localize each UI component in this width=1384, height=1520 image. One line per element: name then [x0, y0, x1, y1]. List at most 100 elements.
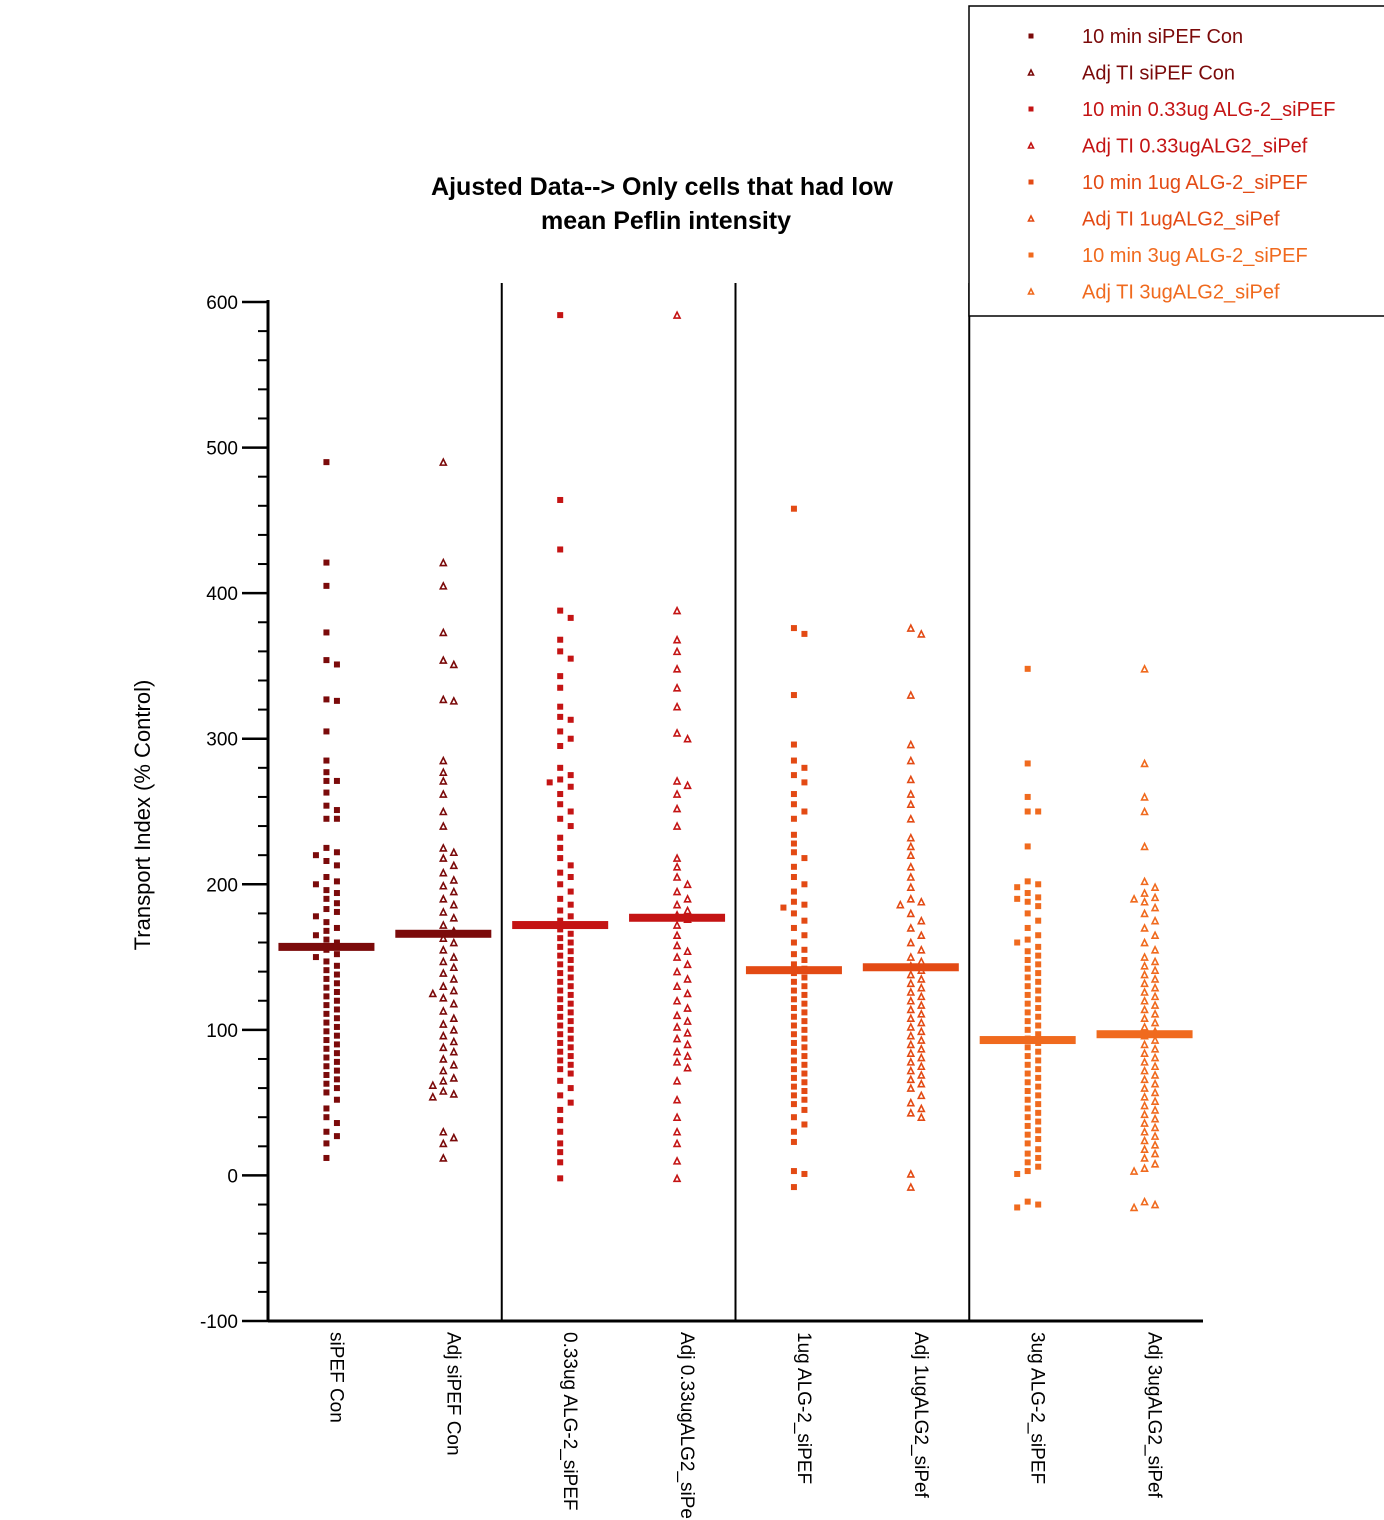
data-point [567, 913, 574, 920]
data-point [906, 987, 916, 996]
data-point [1024, 1105, 1031, 1112]
data-point [1150, 956, 1160, 966]
data-point [567, 735, 574, 742]
data-point [1024, 1114, 1031, 1121]
category-labels: siPEF Con Adj siPEF Con 0.33ug ALG-2_siPEF… [325, 1332, 1164, 1519]
data-point [906, 739, 916, 749]
data-point [790, 849, 797, 856]
data-point [906, 1039, 916, 1049]
data-point [1140, 896, 1149, 906]
data-point [449, 696, 459, 705]
data-point [790, 831, 797, 838]
category-label: Adj 3ugALG2_siPef [1144, 1332, 1165, 1499]
data-point [917, 1035, 926, 1044]
data-point [557, 684, 564, 691]
data-point [906, 1030, 916, 1040]
data-point [333, 1133, 340, 1140]
data-point [1140, 937, 1149, 947]
data-point [323, 459, 330, 466]
data-point [906, 1097, 916, 1107]
data-point [801, 1121, 808, 1128]
data-point [683, 959, 692, 969]
data-point [1150, 1199, 1160, 1209]
data-point [790, 1039, 797, 1046]
data-point [449, 1073, 459, 1082]
data-point [1035, 1118, 1042, 1125]
data-point [557, 1128, 564, 1135]
data-point [333, 997, 340, 1004]
legend-item: 10 min 3ug ALG-2_siPEF [1028, 245, 1308, 267]
data-point [683, 879, 692, 889]
y-tick-label: 100 [206, 1021, 238, 1042]
data-point [1150, 991, 1160, 1001]
data-point [790, 791, 797, 798]
data-point [449, 974, 459, 983]
data-point [557, 742, 564, 749]
data-point [1150, 1000, 1160, 1009]
legend: 10 min siPEF Con Adj TI siPEF Con 10 min 0… [968, 5, 1384, 317]
data-point [1150, 1009, 1160, 1018]
data-point [1024, 890, 1031, 897]
data-point [333, 807, 340, 814]
data-point [1035, 978, 1042, 985]
data-point [1024, 843, 1031, 850]
data-point [557, 881, 564, 888]
data-point [449, 1036, 459, 1046]
data-point [1024, 1000, 1031, 1007]
data-point [1150, 1078, 1160, 1088]
data-point [1150, 892, 1160, 902]
data-point [780, 904, 787, 911]
data-point [557, 312, 564, 319]
data-point [917, 1103, 926, 1113]
data-point [1140, 841, 1149, 851]
data-point [1035, 952, 1042, 959]
data-point [557, 970, 564, 977]
data-point [312, 954, 319, 961]
data-point [917, 915, 926, 925]
category-label: Adj 0.33ugALG2_siPe [676, 1332, 697, 1519]
data-point [672, 789, 682, 798]
data-point [333, 849, 340, 856]
data-point [557, 1048, 564, 1055]
data-point [1150, 1158, 1160, 1168]
data-point [567, 614, 574, 621]
data-point [439, 1054, 448, 1063]
data-point [439, 789, 448, 798]
data-point [449, 659, 459, 669]
data-point [567, 1009, 574, 1016]
data-point [1140, 876, 1149, 886]
data-point [439, 853, 448, 862]
data-point [790, 1138, 797, 1145]
data-point [1035, 970, 1042, 977]
data-point [801, 1044, 808, 1051]
data-point [439, 581, 448, 590]
y-tick-label: 0 [227, 1166, 238, 1187]
data-point [1150, 1140, 1160, 1149]
category-label: Adj 1ugALG2_siPef [910, 1332, 931, 1499]
data-point [1024, 665, 1031, 672]
data-point [1024, 1044, 1031, 1051]
data-point [449, 1025, 459, 1034]
data-point [557, 961, 564, 968]
data-point [439, 993, 448, 1002]
data-point [567, 901, 574, 908]
data-point [801, 1000, 808, 1007]
data-point [557, 895, 564, 902]
data-point [906, 1048, 916, 1057]
data-point [672, 886, 682, 896]
data-point [672, 664, 682, 673]
data-point [439, 755, 448, 765]
data-point [672, 1126, 682, 1136]
data-point [449, 1046, 459, 1056]
data-point [567, 716, 574, 723]
chart-title-line-1: Ajusted Data--> Only cells that had low [431, 173, 893, 201]
data-point [801, 764, 808, 771]
data-point [449, 886, 459, 896]
category-label: siPEF Con [325, 1332, 346, 1423]
data-point [323, 789, 330, 796]
data-point [333, 661, 340, 668]
legend-label: Adj TI 3ugALG2_siPef [1082, 282, 1280, 304]
data-point [1024, 1079, 1031, 1086]
data-point [557, 776, 564, 783]
